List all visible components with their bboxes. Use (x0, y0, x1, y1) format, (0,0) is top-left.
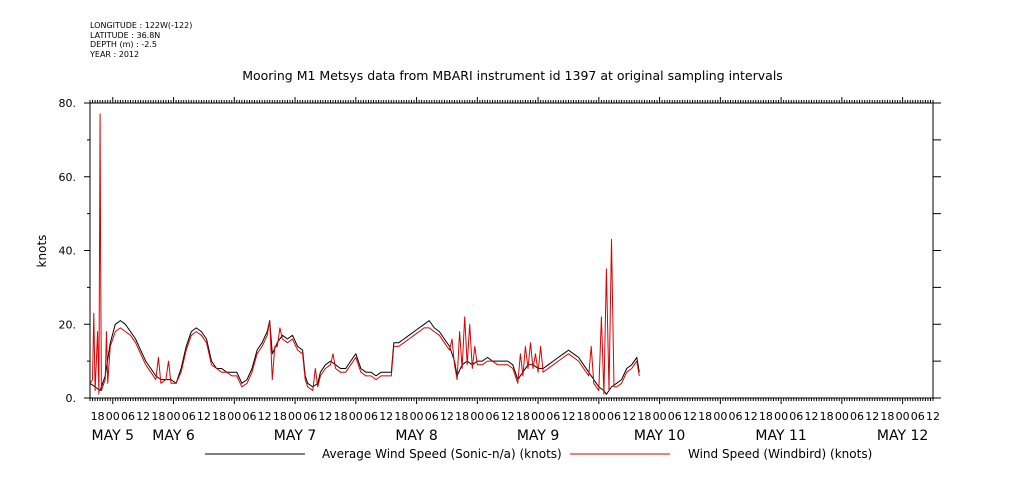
x-tick-label: 06 (486, 410, 500, 423)
x-tick-label: 12 (683, 410, 697, 423)
x-tick-label: 18 (455, 410, 469, 423)
plot-frame (89, 102, 934, 399)
x-tick-label: 00 (167, 410, 181, 423)
x-tick-label: 18 (151, 410, 165, 423)
x-day-label: MAY 6 (152, 428, 195, 444)
x-tick-label: 00 (774, 410, 788, 423)
x-tick-label: 12 (197, 410, 211, 423)
x-tick-label: 18 (880, 410, 894, 423)
x-tick-label: 00 (227, 410, 241, 423)
x-tick-label: 18 (212, 410, 226, 423)
y-axis-label: knots (35, 235, 49, 268)
x-tick-label: 06 (303, 410, 317, 423)
metadata-block: LONGITUDE : 122W(-122) LATITUDE : 36.8N … (90, 21, 192, 59)
x-tick-label: 18 (637, 410, 651, 423)
x-tick-label: 12 (744, 410, 758, 423)
x-tick-label: 18 (394, 410, 408, 423)
x-tick-label: 06 (546, 410, 560, 423)
x-tick-label: 18 (334, 410, 348, 423)
x-day-label: MAY 10 (634, 428, 685, 444)
x-day-label: MAY 5 (92, 428, 134, 444)
x-tick-label: 12 (926, 410, 940, 423)
x-day-label: MAY 11 (755, 428, 806, 444)
x-tick-label: 18 (577, 410, 591, 423)
x-tick-label: 12 (865, 410, 879, 423)
x-tick-label: 06 (121, 410, 135, 423)
x-tick-label: 06 (911, 410, 925, 423)
x-tick-label: 06 (850, 410, 864, 423)
x-tick-label: 00 (349, 410, 363, 423)
x-tick-label: 06 (607, 410, 621, 423)
y-tick-label: 20. (59, 318, 77, 331)
x-day-label: MAY 12 (877, 428, 928, 444)
legend-label-avg: Average Wind Speed (Sonic-n/a) (knots) (322, 447, 562, 461)
latitude-text: LATITUDE : 36.8N (90, 30, 161, 40)
x-tick-label: 18 (516, 410, 530, 423)
series-line-0 (89, 320, 640, 395)
x-tick-label: 18 (91, 410, 105, 423)
x-tick-label: 00 (896, 410, 910, 423)
x-tick-label: 06 (668, 410, 682, 423)
y-tick-label: 0. (66, 392, 77, 405)
x-tick-label: 12 (804, 410, 818, 423)
depth-text: DEPTH (m) : -2.5 (90, 40, 157, 49)
x-tick-label: 00 (288, 410, 302, 423)
x-tick-label: 18 (759, 410, 773, 423)
x-tick-label: 18 (273, 410, 287, 423)
x-tick-label: 06 (364, 410, 378, 423)
x-tick-label: 12 (136, 410, 150, 423)
x-tick-label: 18 (698, 410, 712, 423)
x-tick-label: 06 (425, 410, 439, 423)
x-tick-label: 00 (592, 410, 606, 423)
x-tick-label: 00 (470, 410, 484, 423)
x-tick-label: 12 (440, 410, 454, 423)
legend-label-windbird: Wind Speed (Windbird) (knots) (688, 447, 873, 461)
x-tick-label: 06 (789, 410, 803, 423)
x-day-label: MAY 9 (517, 428, 559, 444)
x-tick-label: 00 (410, 410, 424, 423)
x-tick-label: 00 (713, 410, 727, 423)
x-tick-label: 12 (622, 410, 636, 423)
x-tick-label: 12 (258, 410, 272, 423)
x-tick-label: 12 (561, 410, 575, 423)
x-tick-label: 18 (820, 410, 834, 423)
x-tick-label: 12 (379, 410, 393, 423)
longitude-text: LONGITUDE : 122W(-122) (90, 21, 193, 30)
x-tick-label: 06 (182, 410, 196, 423)
x-day-label: MAY 8 (395, 428, 437, 444)
y-tick-label: 80. (59, 97, 77, 110)
x-tick-label: 06 (729, 410, 743, 423)
x-tick-label: 00 (835, 410, 849, 423)
x-tick-label: 12 (501, 410, 515, 423)
year-text: YEAR : 2012 (90, 49, 140, 59)
x-day-label: MAY 7 (274, 428, 316, 444)
x-tick-label: 00 (531, 410, 545, 423)
y-tick-label: 40. (59, 245, 77, 258)
series-line-1 (89, 113, 640, 395)
chart-title: Mooring M1 Metsys data from MBARI instru… (242, 68, 783, 83)
x-tick-label: 06 (242, 410, 256, 423)
y-tick-label: 60. (59, 171, 77, 184)
x-tick-label: 00 (106, 410, 120, 423)
x-tick-label: 12 (318, 410, 332, 423)
x-tick-label: 00 (653, 410, 667, 423)
